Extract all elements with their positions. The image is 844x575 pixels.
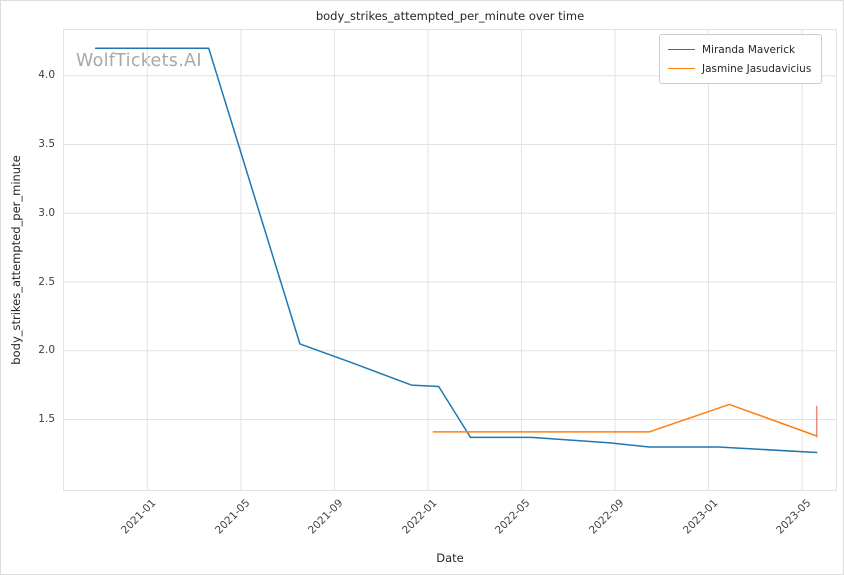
y-tick-label: 4.0 (38, 69, 55, 82)
legend-item: Jasmine Jasudavicius (668, 59, 811, 78)
y-tick-label: 2.0 (38, 344, 55, 357)
legend-line-swatch (668, 68, 695, 69)
legend-label: Miranda Maverick (702, 43, 796, 56)
legend-item: Miranda Maverick (668, 40, 811, 59)
y-tick-label: 1.5 (38, 413, 55, 425)
y-tick-label: 3.5 (38, 138, 55, 150)
watermark: WolfTickets.AI (76, 51, 202, 71)
y-axis-label: body_strikes_attempted_per_minute (9, 155, 23, 365)
plot-area (63, 29, 837, 491)
y-tick-label: 2.5 (38, 275, 55, 288)
chart-title: body_strikes_attempted_per_minute over t… (315, 9, 585, 23)
legend-label: Jasmine Jasudavicius (702, 62, 812, 75)
y-tick-label: 3.0 (38, 206, 55, 219)
chart-canvas (63, 29, 837, 491)
legend-line-swatch (668, 49, 695, 50)
legend: Miranda Maverick Jasmine Jasudavicius (659, 34, 823, 84)
x-axis-label: Date (436, 551, 464, 565)
